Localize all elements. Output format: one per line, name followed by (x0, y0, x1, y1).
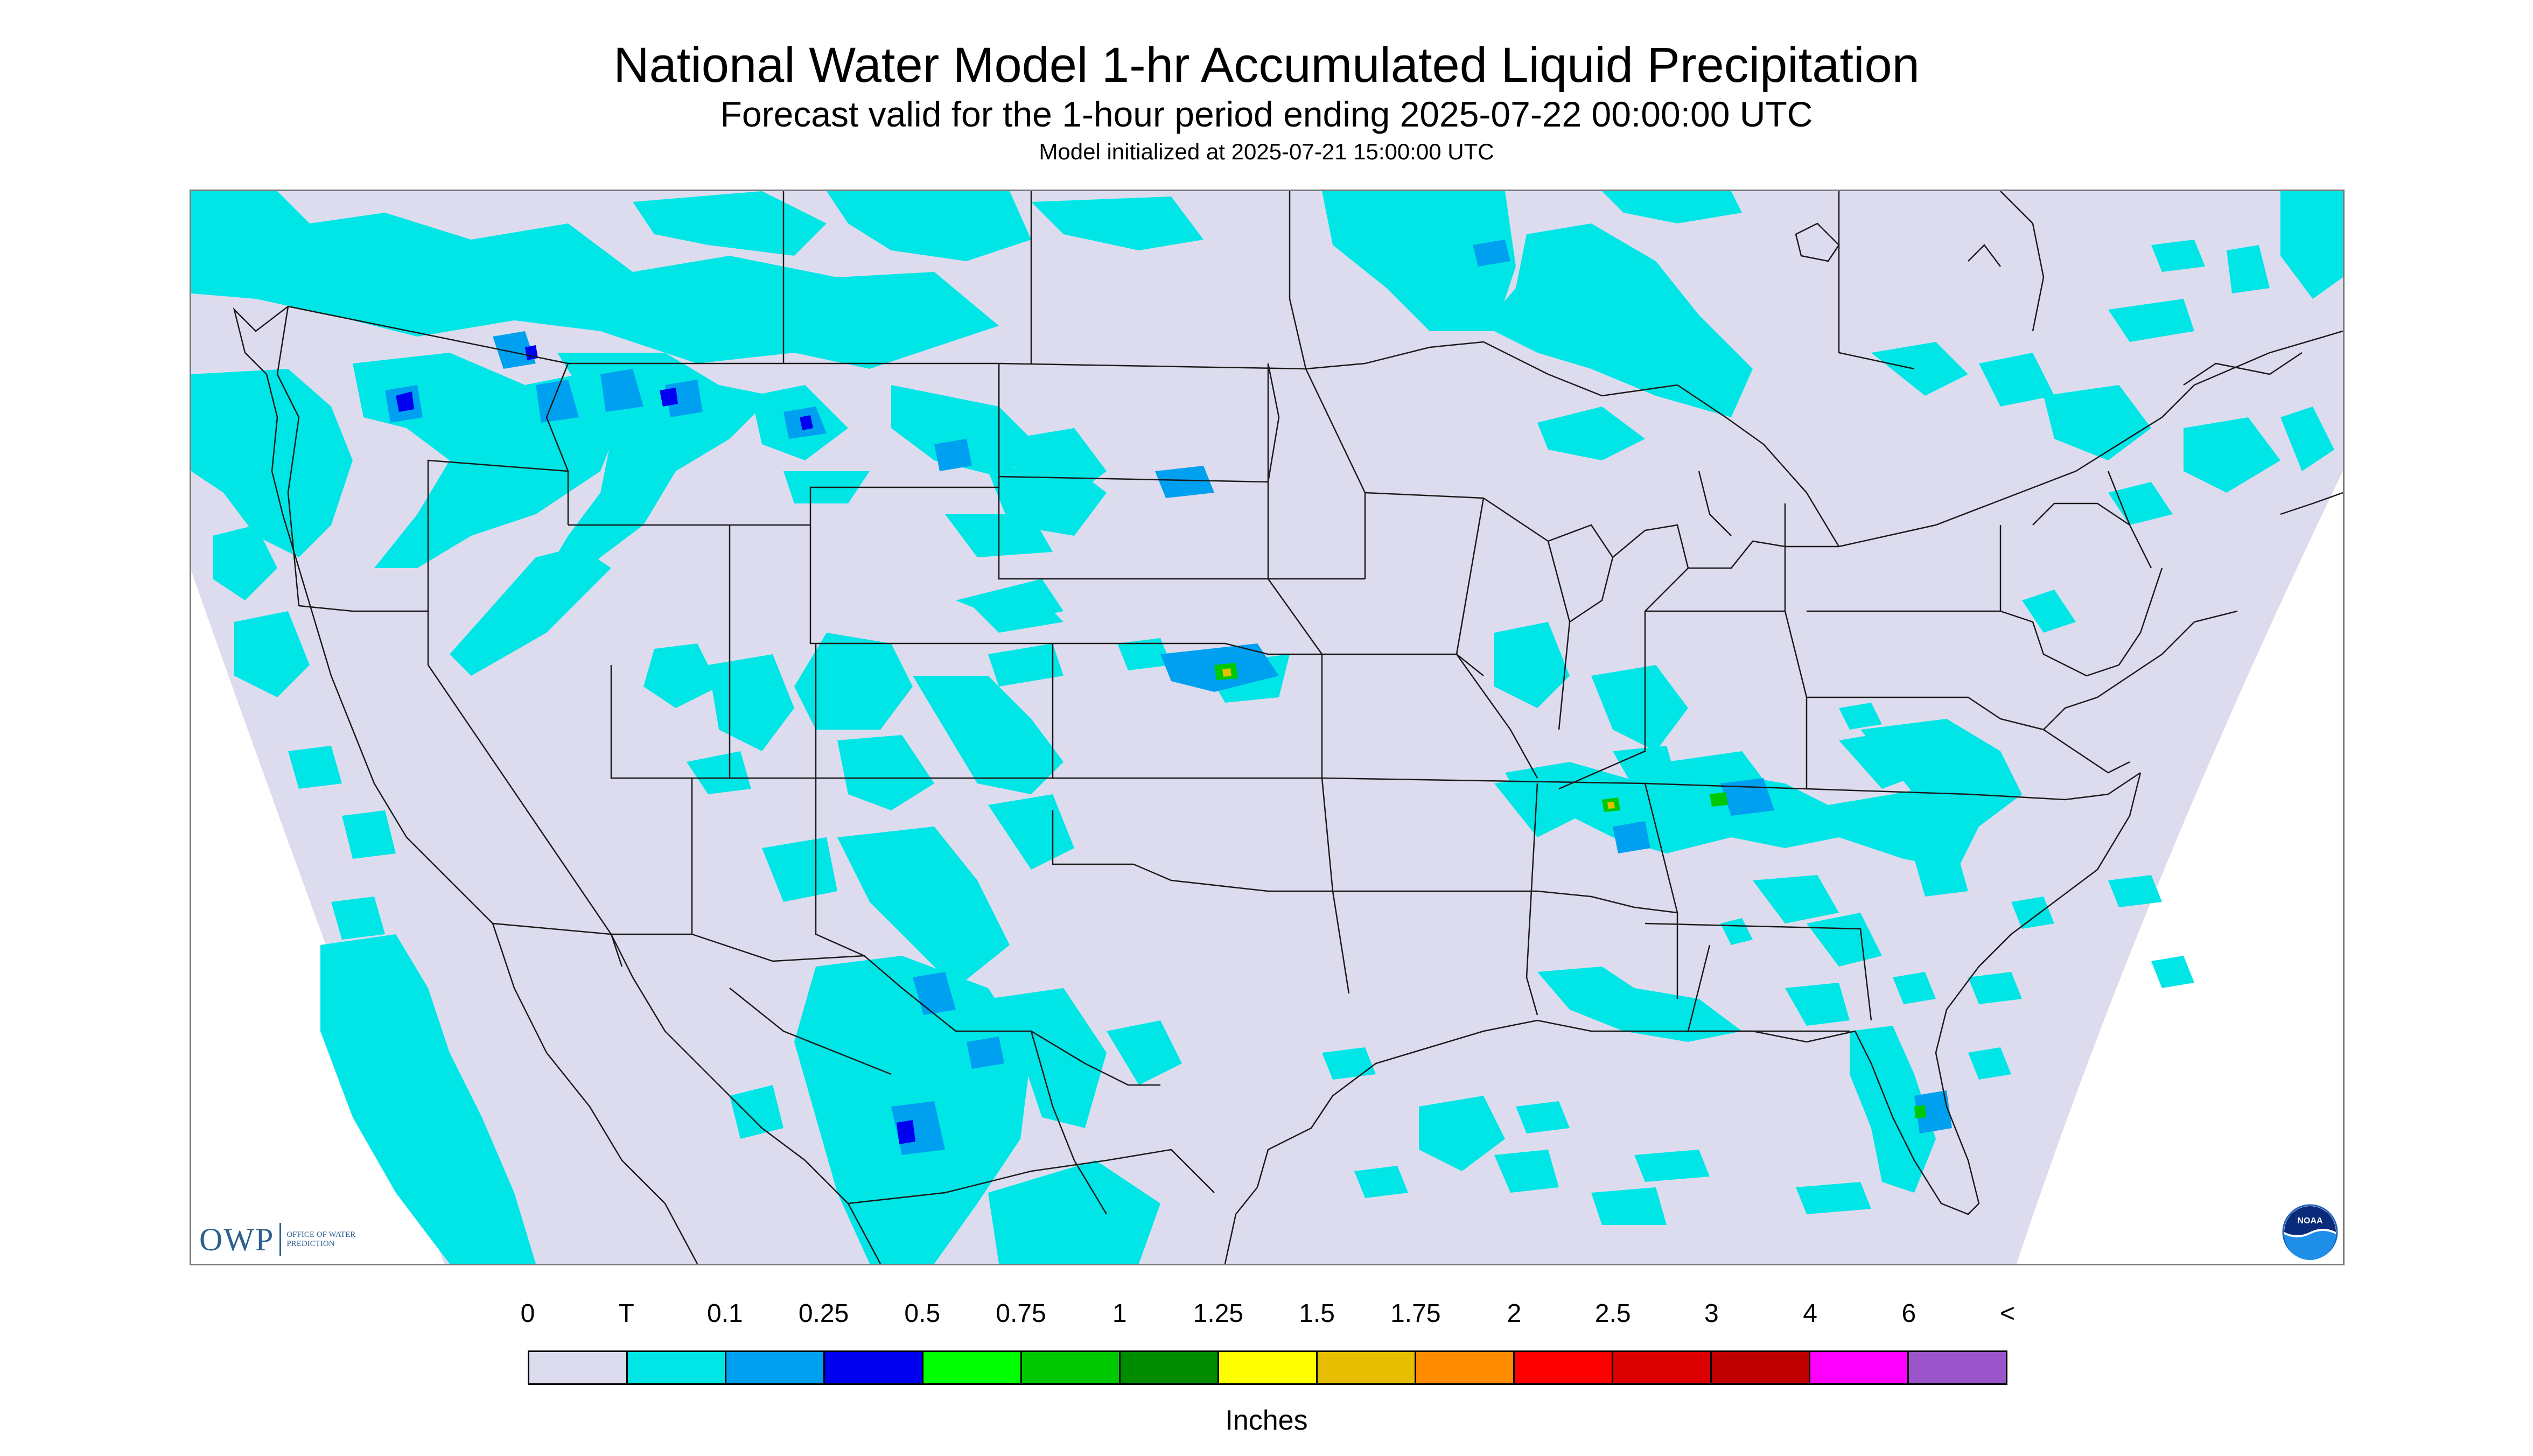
legend-swatch (1022, 1352, 1121, 1383)
legend-label: 1.5 (1299, 1299, 1335, 1328)
map-title: National Water Model 1-hr Accumulated Li… (613, 38, 1920, 93)
legend-label: 1.25 (1193, 1299, 1244, 1328)
heavy-precip-areas (396, 345, 915, 1144)
legend-label: 0 (520, 1299, 535, 1328)
light-precip-areas (191, 191, 2343, 1264)
legend-label: 1 (1112, 1299, 1127, 1328)
legend-label: 0.1 (707, 1299, 743, 1328)
legend-label: 0.5 (904, 1299, 941, 1328)
legend-swatch (628, 1352, 726, 1383)
legend-swatch (825, 1352, 923, 1383)
moderate-precip-areas (385, 240, 1952, 1155)
very-intense-precip-spots (1222, 668, 1615, 809)
legend-label: 0.75 (996, 1299, 1046, 1328)
legend-label: 1.75 (1390, 1299, 1441, 1328)
legend-label: 2 (1507, 1299, 1522, 1328)
legend-units: Inches (1225, 1405, 1308, 1436)
legend-labels: 0 T 0.1 0.25 0.5 0.75 1 1.25 1.5 1.75 2 2.5 3 4 6 < (0, 1298, 2533, 1335)
legend-swatch (1810, 1352, 1909, 1383)
legend-color-bar (528, 1350, 2007, 1385)
precipitation-map[interactable] (190, 190, 2345, 1265)
legend-label: 6 (1901, 1299, 1916, 1328)
legend-label: 3 (1704, 1299, 1719, 1328)
legend-swatch (1712, 1352, 1810, 1383)
legend-label: 4 (1803, 1299, 1817, 1328)
legend-label: 2.5 (1594, 1299, 1631, 1328)
noaa-logo-icon: NOAA (2282, 1204, 2338, 1260)
legend-swatch (1515, 1352, 1613, 1383)
owp-letters: OWP (199, 1221, 275, 1257)
legend-swatch (1416, 1352, 1515, 1383)
map-canvas (191, 191, 2343, 1264)
owp-full-name: OFFICE OF WATER PREDICTION (286, 1230, 356, 1248)
noaa-text: NOAA (2297, 1216, 2323, 1226)
model-init-line: Model initialized at 2025-07-21 15:00:00… (1039, 139, 1494, 164)
legend-swatch (1318, 1352, 1416, 1383)
owp-logo: OWP OFFICE OF WATER PREDICTION (199, 1218, 362, 1261)
legend-label: < (1999, 1299, 2016, 1328)
legend-swatch (923, 1352, 1022, 1383)
legend-swatch (726, 1352, 825, 1383)
legend-swatch (1613, 1352, 1712, 1383)
owp-divider (279, 1223, 282, 1256)
state-country-boundaries (233, 191, 2343, 1264)
legend-label: T (618, 1299, 634, 1328)
legend-swatch (529, 1352, 628, 1383)
forecast-valid-subtitle: Forecast valid for the 1-hour period end… (720, 94, 1813, 134)
legend-swatch (1219, 1352, 1318, 1383)
legend-label: 0.25 (798, 1299, 849, 1328)
legend-swatch (1909, 1352, 2006, 1383)
legend-swatch (1121, 1352, 1219, 1383)
